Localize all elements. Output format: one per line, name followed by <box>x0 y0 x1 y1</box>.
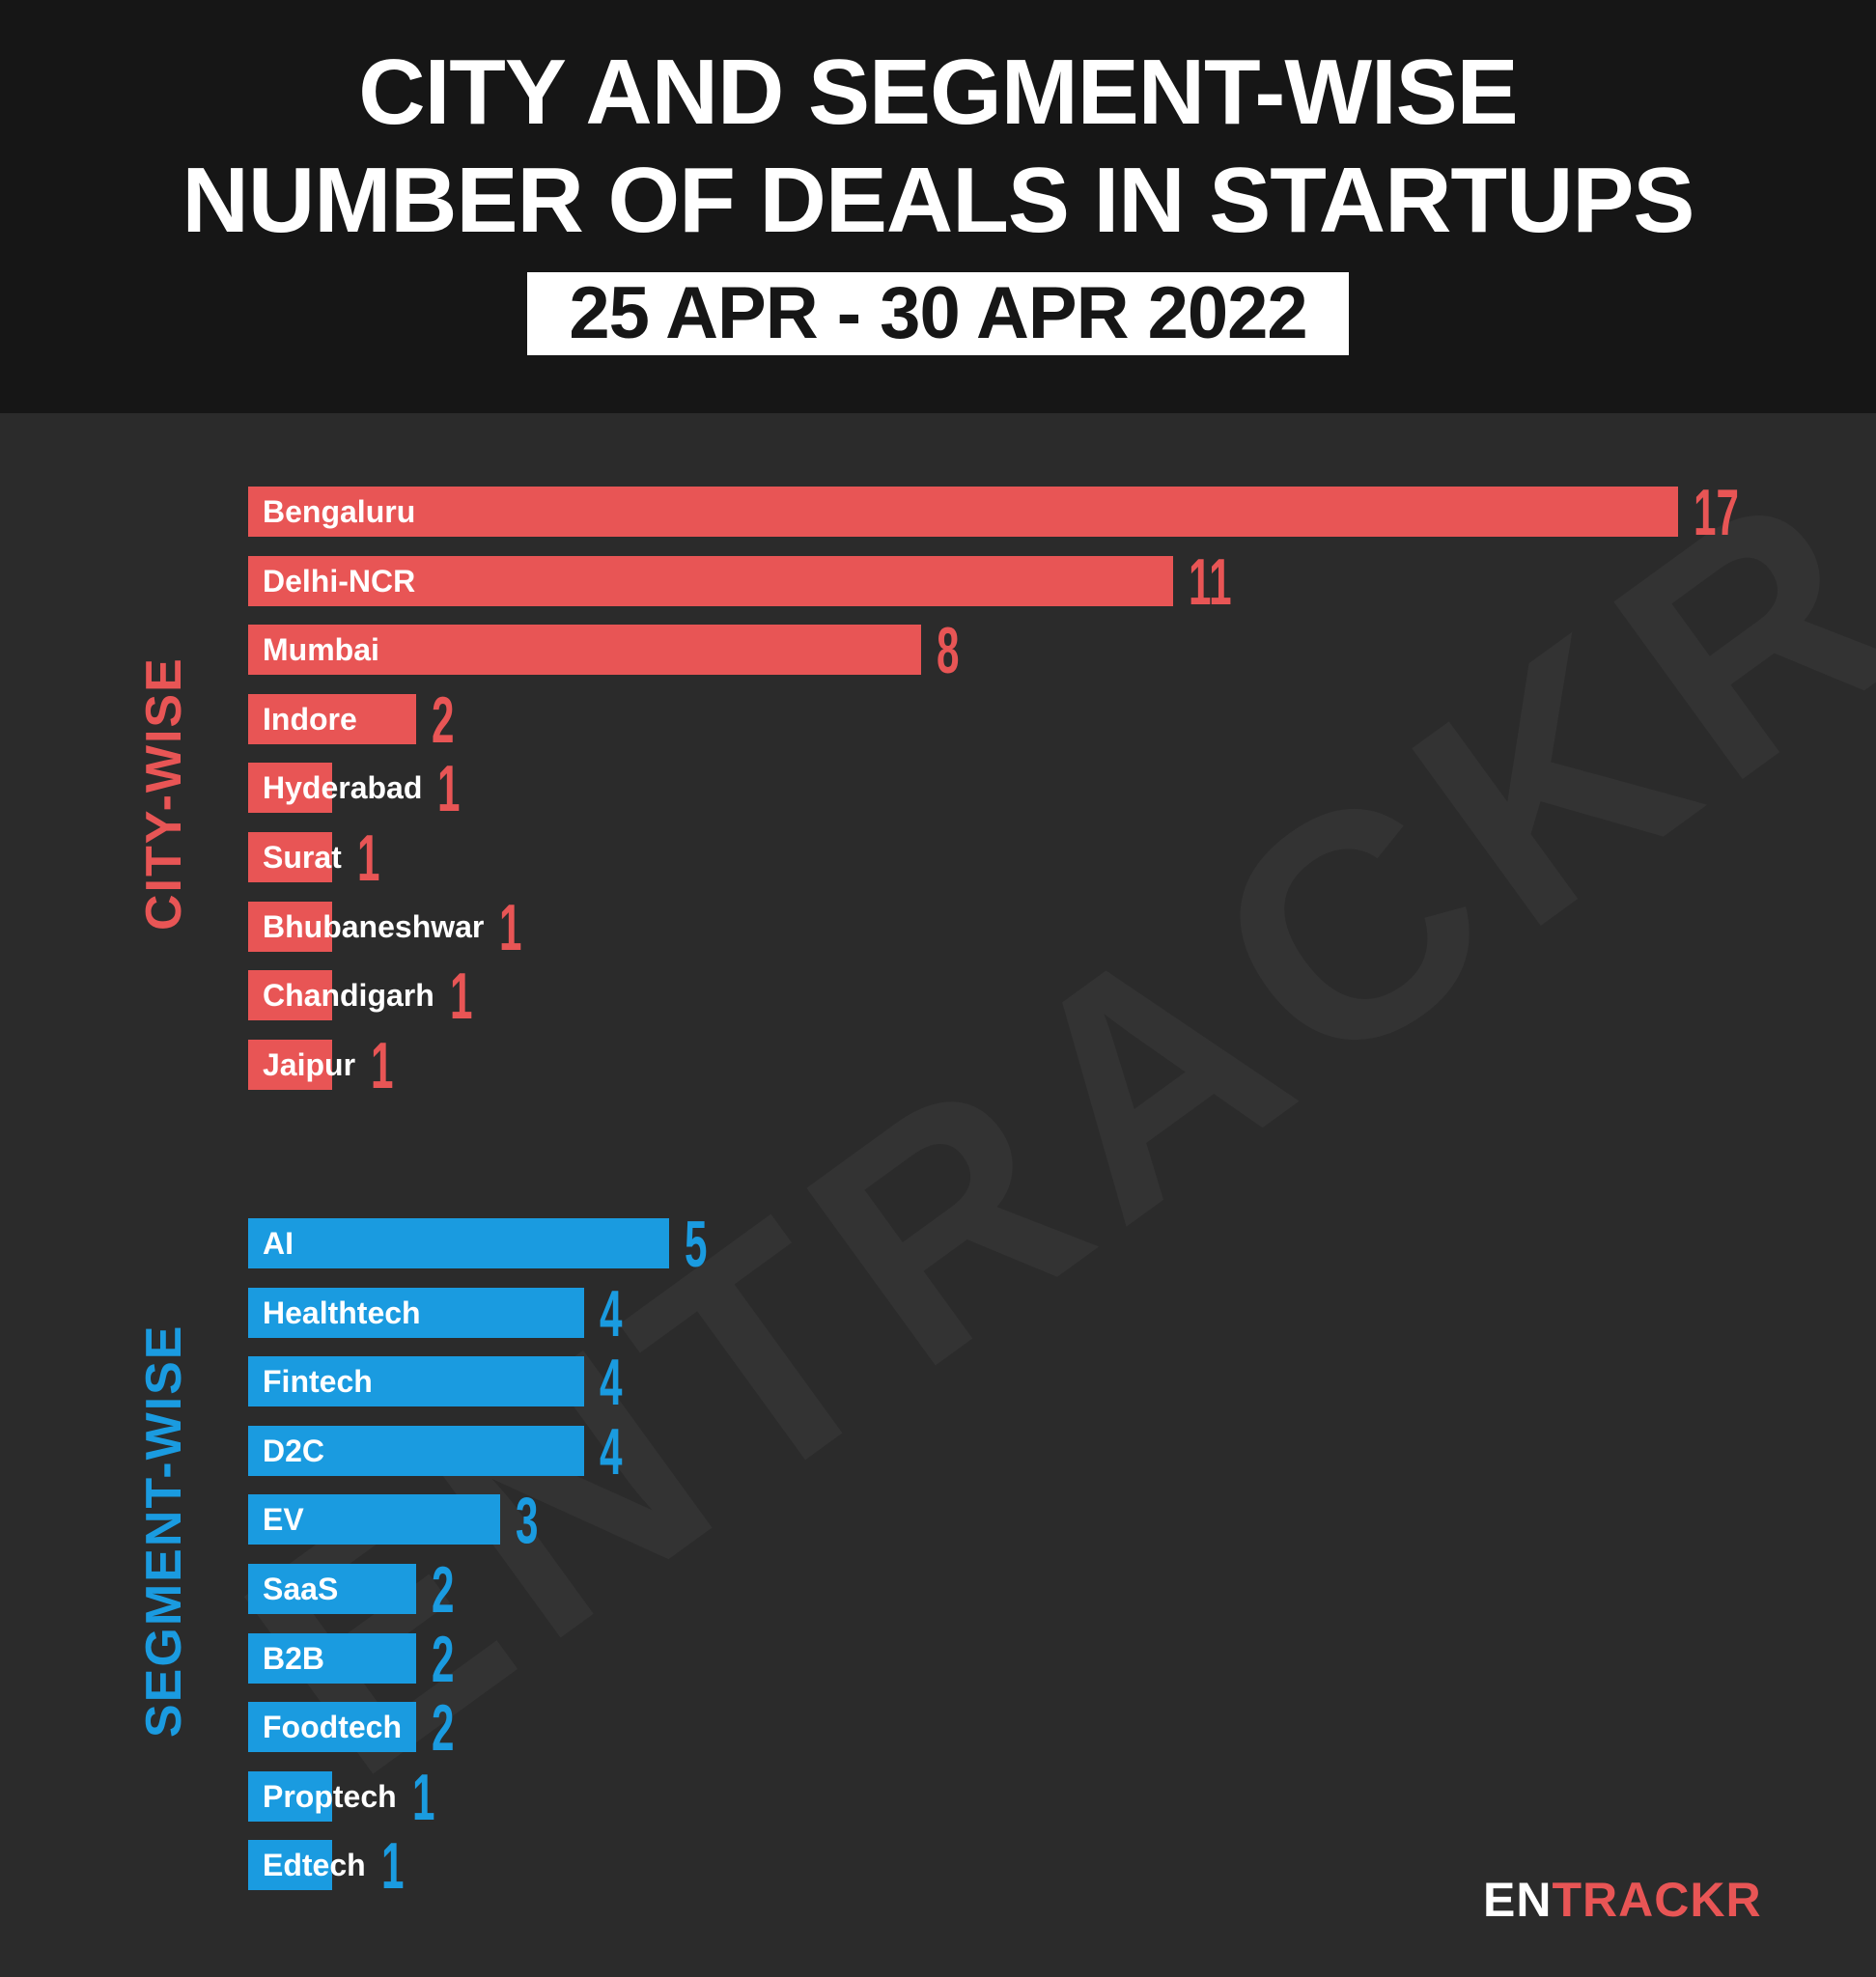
city-bar-value: 17 <box>1694 476 1739 549</box>
segment-bar-healthtech <box>248 1288 584 1338</box>
segment-bar-label: Healthtech <box>263 1295 421 1330</box>
logo-part-trackr: TRACKR <box>1552 1873 1762 1927</box>
city-bar-mumbai <box>248 625 921 675</box>
segment-bar-label: B2B <box>263 1641 325 1676</box>
city-bar-value: 1 <box>357 821 380 895</box>
city-bar-label: Hyderabad <box>263 770 423 805</box>
logo-part-en: EN <box>1483 1873 1553 1927</box>
segment-bar-edtech <box>248 1840 332 1890</box>
city-wise-label: CITY-WISE <box>136 656 192 931</box>
city-bar-surat <box>248 832 332 882</box>
city-bar-value: 8 <box>937 614 960 687</box>
segment-bar-value: 4 <box>600 1277 623 1350</box>
city-bar-delhi-ncr <box>248 556 1173 606</box>
city-bar-bhubaneshwar <box>248 902 332 952</box>
city-bar-bengaluru <box>248 487 1678 537</box>
segment-bar-d2c <box>248 1426 584 1476</box>
date-range-box: 25 APR - 30 APR 2022 <box>527 272 1349 355</box>
city-bar-label: Jaipur <box>263 1047 356 1082</box>
city-bar-value: 1 <box>499 891 522 964</box>
segment-bar-value: 5 <box>685 1208 708 1281</box>
segment-bar-saas <box>248 1564 416 1614</box>
segment-bar-value: 4 <box>600 1346 623 1419</box>
city-bar-value: 2 <box>432 683 455 757</box>
segment-bar-ev <box>248 1494 500 1545</box>
segment-bar-label: Fintech <box>263 1364 373 1399</box>
segment-bar-label: Proptech <box>263 1779 397 1814</box>
city-bar-label: Bengaluru <box>263 494 416 529</box>
segment-bar-foodtech <box>248 1702 416 1752</box>
segment-bar-value: 2 <box>432 1553 455 1627</box>
segment-bar-value: 3 <box>516 1484 539 1557</box>
city-bar-value: 1 <box>450 960 473 1033</box>
city-bar-value: 1 <box>437 752 461 825</box>
city-bar-chandigarh <box>248 970 332 1020</box>
city-bar-jaipur <box>248 1040 332 1090</box>
segment-bar-value: 2 <box>432 1623 455 1696</box>
segment-bar-b2b <box>248 1633 416 1684</box>
entrackr-logo: ENTRACKR <box>1483 1873 1762 1927</box>
segment-bar-value: 1 <box>412 1761 435 1834</box>
segment-bar-label: AI <box>263 1226 294 1261</box>
title-line-1: CITY AND SEGMENT-WISE <box>358 41 1518 144</box>
segment-bar-value: 2 <box>432 1691 455 1765</box>
segment-bar-proptech <box>248 1771 332 1822</box>
city-bar-hyderabad <box>248 763 332 813</box>
segment-bar-value: 1 <box>381 1829 405 1903</box>
city-bar-indore <box>248 694 416 744</box>
city-bar-label: Surat <box>263 840 342 875</box>
segment-bar-ai <box>248 1218 669 1268</box>
segment-bar-value: 4 <box>600 1415 623 1489</box>
header: CITY AND SEGMENT-WISE NUMBER OF DEALS IN… <box>0 0 1876 413</box>
segment-wise-label: SEGMENT-WISE <box>136 1323 192 1738</box>
segment-bar-label: SaaS <box>263 1572 339 1606</box>
title-line-2: NUMBER OF DEALS IN STARTUPS <box>182 149 1695 252</box>
city-bar-value: 1 <box>371 1029 394 1102</box>
date-range: 25 APR - 30 APR 2022 <box>569 272 1307 354</box>
city-bar-label: Bhubaneshwar <box>263 909 485 944</box>
city-bar-value: 11 <box>1189 545 1232 619</box>
city-bar-label: Indore <box>263 702 357 737</box>
segment-bar-label: EV <box>263 1502 304 1537</box>
city-bar-label: Chandigarh <box>263 978 434 1013</box>
segment-bar-label: Foodtech <box>263 1710 402 1744</box>
city-bar-label: Mumbai <box>263 632 379 667</box>
city-bar-label: Delhi-NCR <box>263 564 416 599</box>
page-title: CITY AND SEGMENT-WISE NUMBER OF DEALS IN… <box>0 39 1876 255</box>
segment-bar-label: D2C <box>263 1434 325 1468</box>
segment-bar-fintech <box>248 1356 584 1406</box>
segment-bar-label: Edtech <box>263 1848 366 1882</box>
